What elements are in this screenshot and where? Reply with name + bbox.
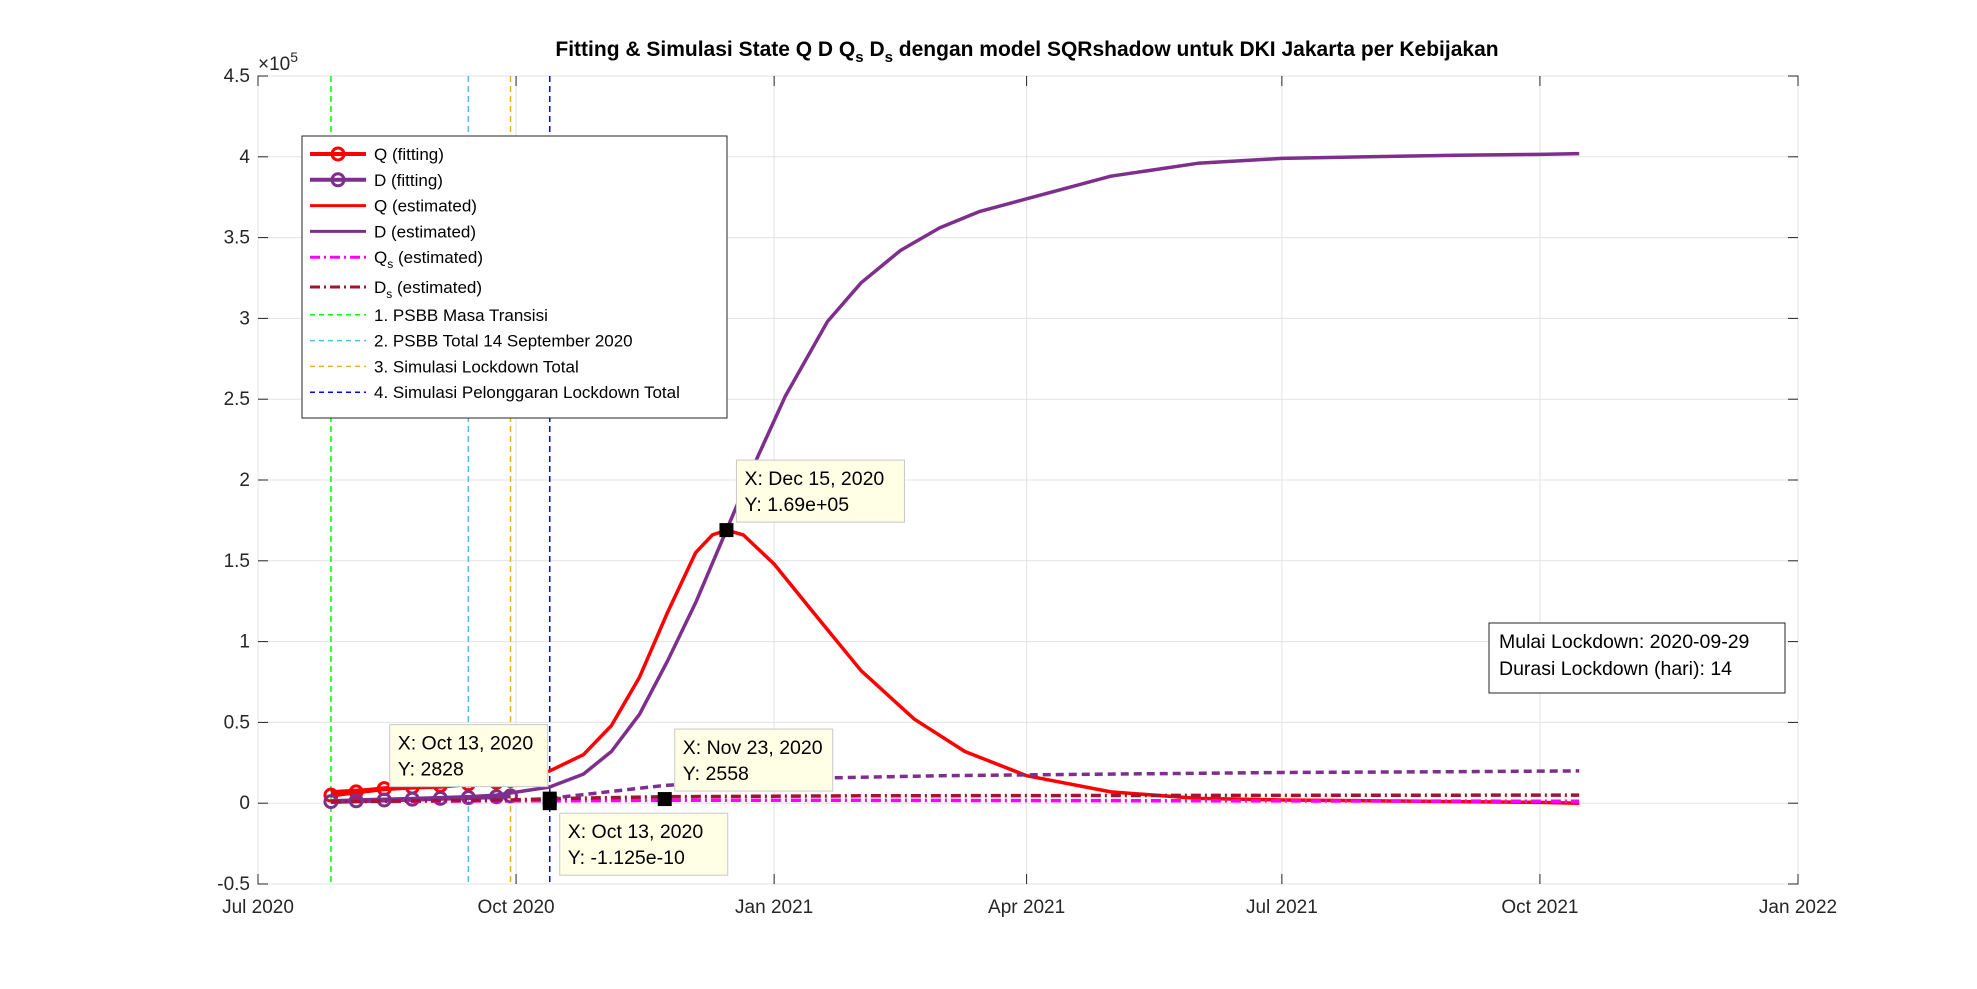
y-tick-label: 2 xyxy=(239,470,250,491)
legend-label: Q (fitting) xyxy=(374,145,444,164)
datatip-x: X: Dec 15, 2020 xyxy=(744,468,884,490)
chart-title: Fitting & Simulasi State Q D Qs Ds denga… xyxy=(555,38,1498,66)
axis-ticks: -0.5 0 0.5 1 1.5 2 2.5 3 3.5 4 4.5 Jul 2020 Oct 2020… xyxy=(217,66,1837,918)
legend-label: D (estimated) xyxy=(374,222,476,241)
annotation-line-2: Durasi Lockdown (hari): 14 xyxy=(1499,658,1732,680)
legend-marker xyxy=(330,146,346,162)
y-tick-label: 0.5 xyxy=(224,712,250,733)
datatip-marker xyxy=(542,796,557,811)
datatip-x: X: Oct 13, 2020 xyxy=(568,821,704,843)
y-tick-label: 4.5 xyxy=(224,66,250,87)
legend-label: 3. Simulasi Lockdown Total xyxy=(374,357,579,376)
datatips: X: Dec 15, 2020 Y: 1.69e+05 X: Oct 13, 202… xyxy=(389,459,905,876)
y-tick-label: 1 xyxy=(239,632,250,653)
x-tick-label: Apr 2021 xyxy=(988,897,1065,918)
x-tick-label: Jan 2021 xyxy=(735,897,813,918)
x-tick-label: Jan 2022 xyxy=(1759,897,1837,918)
x-tick-label: Oct 2020 xyxy=(478,897,555,918)
y-tick-label: 0 xyxy=(239,793,250,814)
y-tick-label: 4 xyxy=(239,147,250,168)
datatip-x: X: Oct 13, 2020 xyxy=(398,733,534,755)
datatip-box xyxy=(559,812,729,876)
x-tick-label: Jul 2020 xyxy=(222,897,294,918)
y-tick-label: 2.5 xyxy=(224,389,250,410)
y-tick-label: 3 xyxy=(239,308,250,329)
x-tick-label: Oct 2021 xyxy=(1501,897,1578,918)
legend-marker xyxy=(330,172,346,188)
datatip-y: Y: -1.125e-10 xyxy=(568,847,685,869)
legend-label: 2. PSBB Total 14 September 2020 xyxy=(374,332,633,351)
series-point xyxy=(502,788,518,804)
x-tick-label: Jul 2021 xyxy=(1246,897,1318,918)
datatip-marker xyxy=(719,523,734,538)
datatip-y: Y: 2828 xyxy=(398,759,464,781)
y-exponent-label: ×105 xyxy=(258,49,298,75)
datatip-marker xyxy=(657,792,672,807)
series-line xyxy=(330,798,1580,804)
y-tick-label: 1.5 xyxy=(224,551,250,572)
annotation-line-1: Mulai Lockdown: 2020-09-29 xyxy=(1499,631,1749,653)
series-line xyxy=(330,528,1580,805)
datatip-y: Y: 2558 xyxy=(683,763,749,785)
y-tick-label: 3.5 xyxy=(224,228,250,249)
series-line xyxy=(330,151,1580,804)
legend-label: 1. PSBB Masa Transisi xyxy=(374,306,548,325)
datatip-box xyxy=(735,459,905,523)
series-line xyxy=(330,793,1580,804)
datatip-box xyxy=(389,724,549,788)
datatip-x: X: Nov 23, 2020 xyxy=(683,737,823,759)
legend-label: Qs (estimated) xyxy=(374,248,483,271)
datatip-box xyxy=(674,728,834,792)
legend-label: D (fitting) xyxy=(374,171,443,190)
lockdown-annotation: Mulai Lockdown: 2020-09-29 Durasi Lockdo… xyxy=(1488,622,1786,694)
legend-label: Ds (estimated) xyxy=(374,278,482,301)
legend-label: 4. Simulasi Pelonggaran Lockdown Total xyxy=(374,383,680,402)
legend: Q (fitting) D (fitting) Q (estimated) D (es… xyxy=(301,135,728,419)
datatip-y: Y: 1.69e+05 xyxy=(744,494,849,516)
legend-label: Q (estimated) xyxy=(374,197,477,216)
y-tick-label: -0.5 xyxy=(217,874,250,895)
